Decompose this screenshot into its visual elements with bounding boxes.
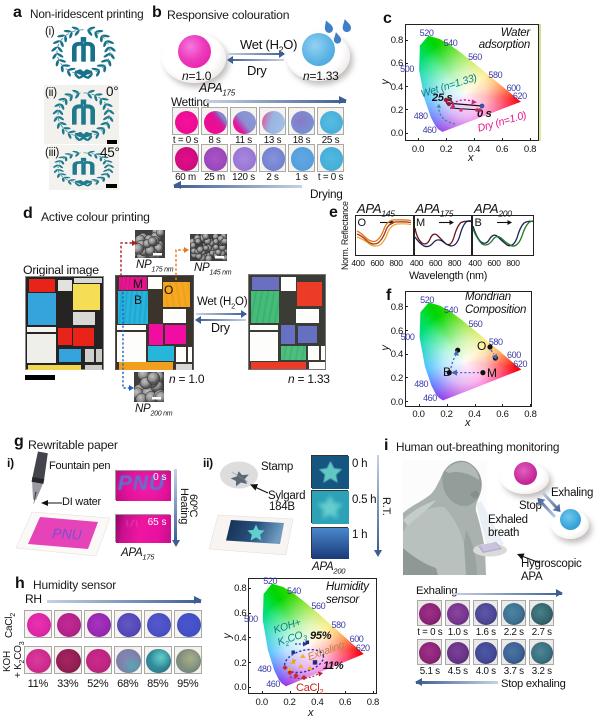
svg-text:PNU: PNU <box>52 525 83 543</box>
